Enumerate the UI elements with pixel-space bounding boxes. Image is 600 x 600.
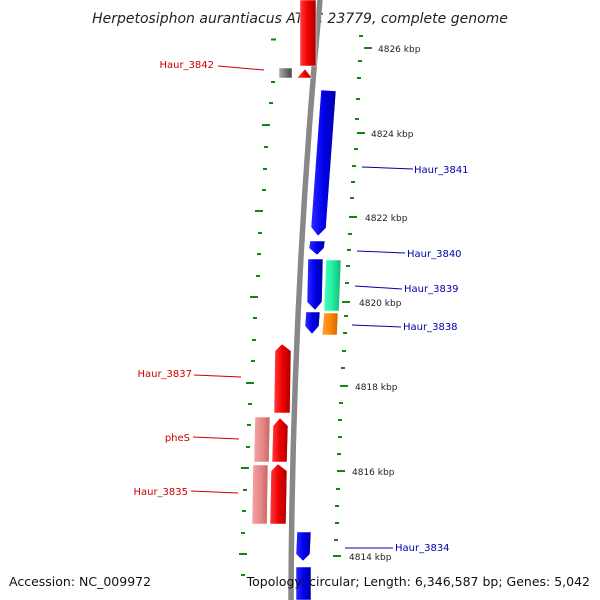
gene-arrow-phes[interactable] — [271, 417, 289, 463]
gene-arrow-haur-3840[interactable] — [308, 240, 326, 256]
scale-label: 4822 kbp — [365, 214, 408, 224]
gene-label[interactable]: Haur_3842 — [159, 60, 214, 71]
scale-label: 4824 kbp — [371, 130, 414, 140]
gene-arrow[interactable] — [296, 68, 313, 79]
minus-strand-genes — [251, 0, 317, 525]
gene-block[interactable] — [251, 464, 269, 525]
gene-label[interactable]: Haur_3839 — [404, 284, 459, 295]
scale-label: 4816 kbp — [352, 468, 395, 478]
gene-arrow[interactable] — [295, 566, 312, 600]
gene-block-haur-3839[interactable] — [323, 259, 342, 312]
scale-label: 4818 kbp — [355, 383, 398, 393]
chromosome-backbone — [288, 0, 323, 600]
gene-labels: Haur_3842 Haur_3841 Haur_3840 Haur_3839 … — [133, 60, 468, 554]
scale-label: 4814 kbp — [349, 553, 392, 563]
gene-arrow-haur-3834[interactable] — [295, 531, 312, 562]
gene-block-haur-3838[interactable] — [321, 312, 339, 336]
outer-ticks — [239, 38, 276, 576]
gene-block[interactable] — [253, 416, 271, 463]
scale-label: 4826 kbp — [378, 45, 421, 55]
gene-label[interactable]: Haur_3841 — [414, 165, 469, 176]
gene-arrow[interactable] — [304, 311, 321, 335]
gene-arrow[interactable] — [299, 0, 317, 67]
plus-strand-genes — [295, 89, 342, 600]
gene-arrow-haur-3842[interactable] — [278, 67, 293, 79]
gene-label[interactable]: Haur_3837 — [137, 369, 192, 380]
gene-arrow[interactable] — [306, 258, 324, 311]
gene-label[interactable]: Haur_3834 — [395, 543, 450, 554]
accession-text: Accession: NC_009972 — [9, 574, 151, 589]
scale-labels: 4826 kbp 4824 kbp 4822 kbp 4820 kbp 4818… — [349, 45, 421, 563]
inner-ticks — [333, 35, 372, 557]
gene-label[interactable]: pheS — [165, 433, 190, 444]
gene-label[interactable]: Haur_3838 — [403, 322, 458, 333]
topology-text: Topology: circular; Length: 6,346,587 bp… — [246, 574, 590, 589]
scale-label: 4820 kbp — [359, 299, 402, 309]
gene-arrow-haur-3841[interactable] — [310, 89, 337, 237]
gene-label[interactable]: Haur_3840 — [407, 249, 462, 260]
gene-arrow-haur-3837[interactable] — [273, 343, 292, 414]
gene-label[interactable]: Haur_3835 — [133, 487, 188, 498]
label-leaders — [190, 65, 414, 549]
gene-arrow-haur-3835[interactable] — [269, 463, 288, 525]
